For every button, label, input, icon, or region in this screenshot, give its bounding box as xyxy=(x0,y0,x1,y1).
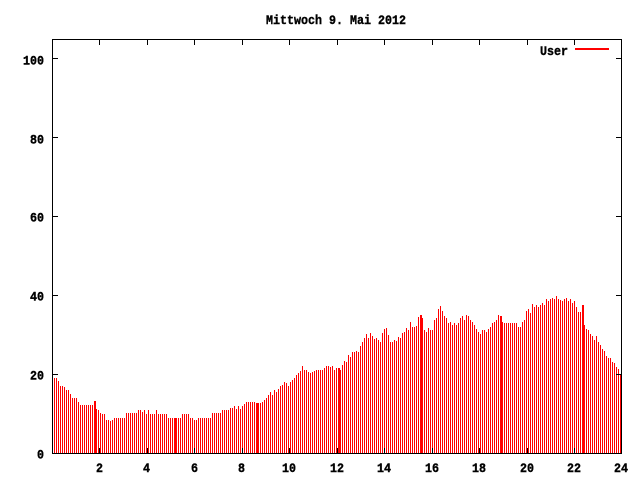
svg-text:User: User xyxy=(540,44,568,59)
svg-text:80: 80 xyxy=(30,133,44,148)
svg-text:20: 20 xyxy=(30,369,44,384)
svg-text:16: 16 xyxy=(425,461,439,476)
svg-text:22: 22 xyxy=(567,461,581,476)
svg-text:6: 6 xyxy=(191,461,198,476)
svg-text:10: 10 xyxy=(282,461,296,476)
svg-text:100: 100 xyxy=(23,54,44,69)
svg-text:4: 4 xyxy=(143,461,150,476)
svg-text:24: 24 xyxy=(614,461,628,476)
svg-text:14: 14 xyxy=(377,461,391,476)
svg-text:60: 60 xyxy=(30,211,44,226)
svg-text:18: 18 xyxy=(472,461,486,476)
svg-text:Mittwoch 9. Mai 2012: Mittwoch 9. Mai 2012 xyxy=(266,13,406,28)
svg-text:40: 40 xyxy=(30,290,44,305)
svg-text:12: 12 xyxy=(330,461,344,476)
svg-text:0: 0 xyxy=(37,448,44,463)
svg-text:8: 8 xyxy=(238,461,245,476)
svg-text:20: 20 xyxy=(520,461,534,476)
svg-text:2: 2 xyxy=(96,461,103,476)
